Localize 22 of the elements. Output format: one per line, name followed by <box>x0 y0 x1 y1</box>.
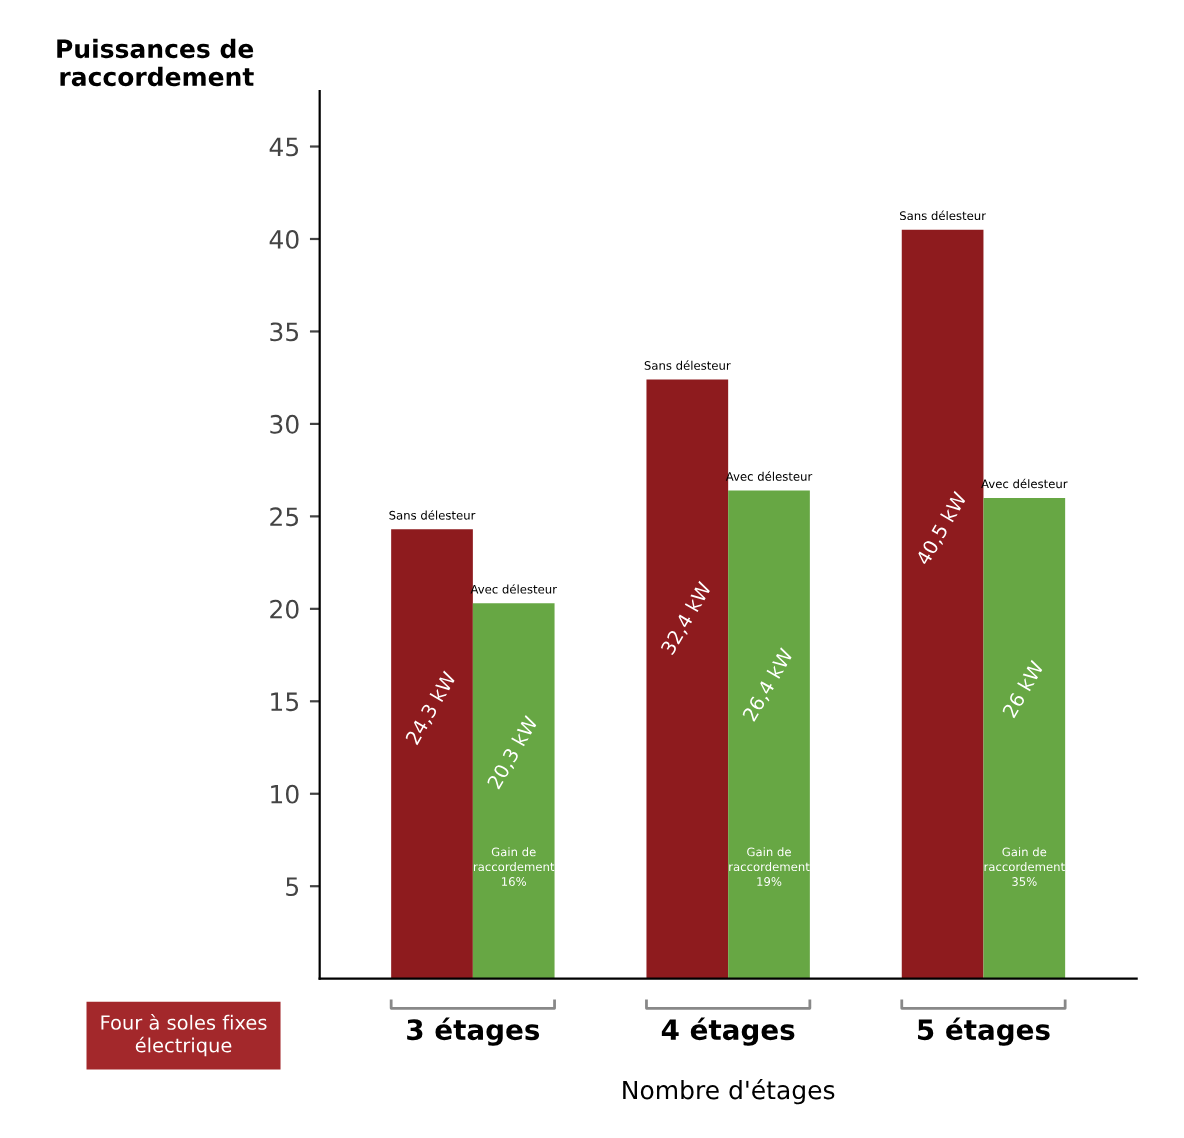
bar <box>391 529 473 979</box>
y-tick-label: 10 <box>271 784 299 804</box>
text: Four à soles fixes électrique <box>101 1014 267 1057</box>
bar <box>472 603 555 979</box>
x-tick-label: 3 étages <box>407 1017 540 1046</box>
y-tick-label: 20 <box>270 599 299 619</box>
bar <box>983 497 1066 979</box>
y-tick-label: 15 <box>271 692 299 712</box>
bar <box>728 490 810 979</box>
y-tick-label: 25 <box>270 507 299 527</box>
y-tick-label: 35 <box>270 322 299 342</box>
y-tick-label: 40 <box>269 229 299 249</box>
data-label: 26 kW <box>1001 659 1045 719</box>
y-axis-title: Puissances de raccordement <box>57 38 254 87</box>
bar <box>646 379 729 979</box>
x-tick-label: 4 étages <box>661 1017 795 1046</box>
x-tick-label: 5 étages <box>918 1017 1050 1046</box>
y-tick-label: 5 <box>286 877 299 897</box>
x-axis-title: Nombre d'étages <box>623 1079 835 1105</box>
y-tick-label: 30 <box>270 414 299 434</box>
bar <box>901 229 984 979</box>
y-tick-label: 45 <box>269 137 299 157</box>
